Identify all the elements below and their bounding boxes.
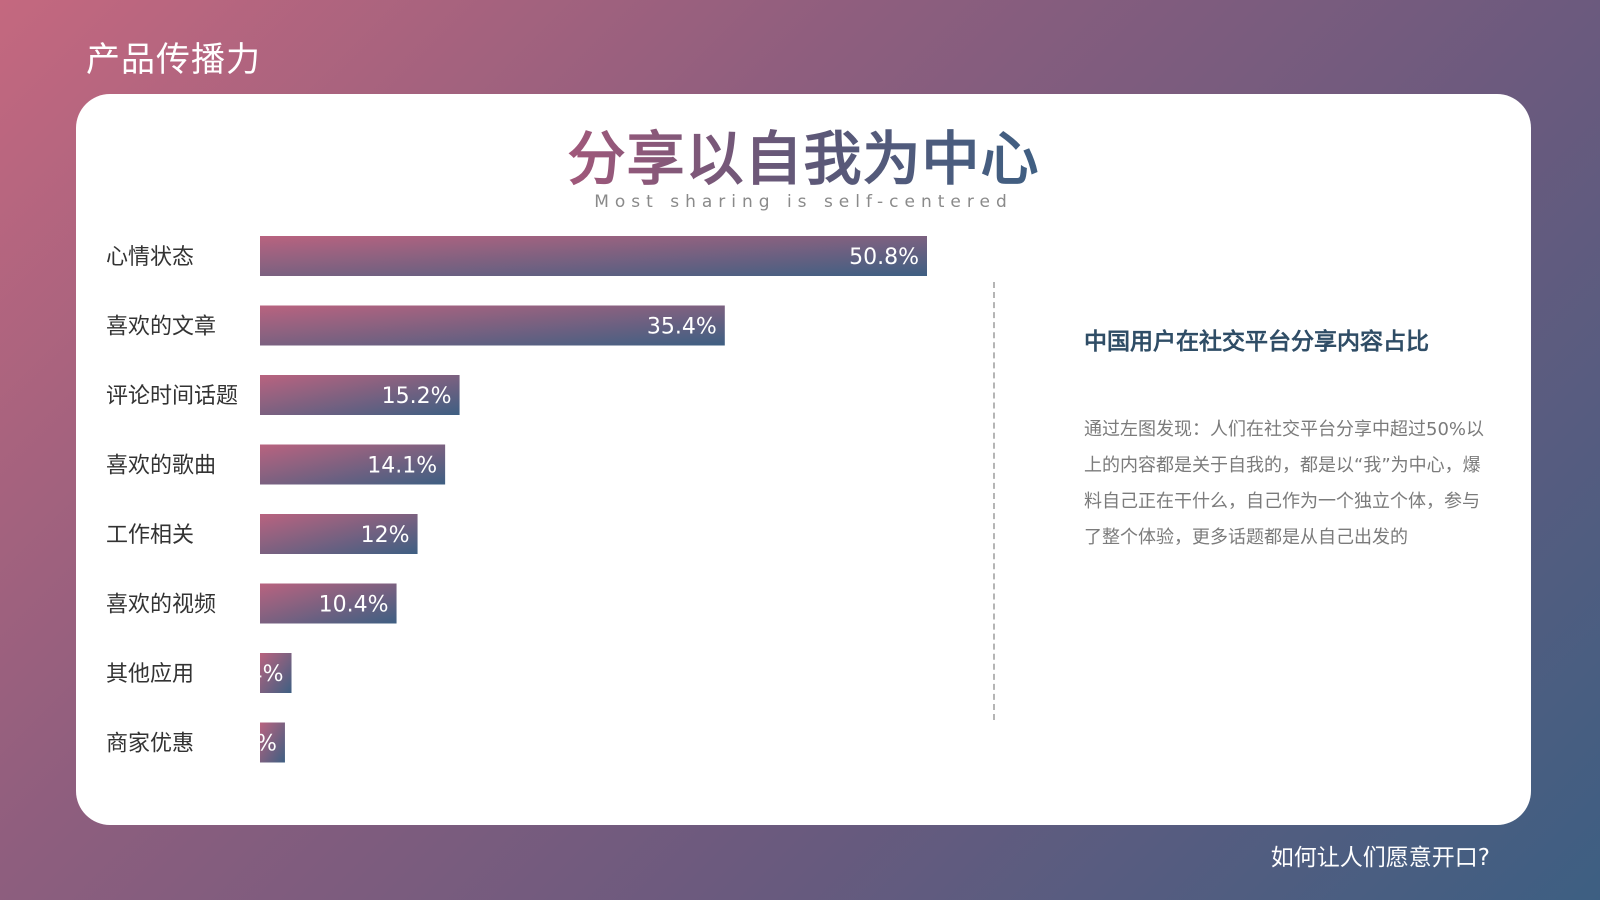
category-label: 心情状态 bbox=[106, 245, 194, 270]
bar-value-label: 2.4% bbox=[228, 662, 284, 687]
bar bbox=[260, 375, 460, 415]
side-description: 通过左图发现：人们在社交平台分享中超过50%以上的内容都是关于自我的，都是以“我… bbox=[1084, 419, 1485, 548]
category-label: 其他应用 bbox=[106, 662, 194, 687]
bar bbox=[260, 444, 446, 485]
headline-text: 分享以自我为中心 bbox=[567, 125, 1040, 193]
bar-value-label: 10.4% bbox=[319, 593, 389, 618]
bar-value-label: 14.1% bbox=[367, 454, 437, 479]
footer-question: 如何让人们愿意开口? bbox=[1270, 845, 1490, 871]
bar-value-label: 50.8% bbox=[849, 245, 919, 270]
bar bbox=[260, 514, 418, 554]
bar bbox=[260, 236, 927, 276]
dashed-divider bbox=[993, 282, 995, 720]
bar-chart: 心情状态 50.8% 喜欢的文章 35.4% 评论时间话题 15.2% 喜欢的歌曲 14.1%… bbox=[106, 236, 927, 763]
category-label: 喜欢的歌曲 bbox=[106, 454, 216, 479]
subheadline: Most sharing is self-centered bbox=[594, 192, 1013, 212]
bar-value-label: 12% bbox=[361, 523, 410, 548]
bar bbox=[260, 583, 397, 624]
content-card: 分享以自我为中心 Most sharing is self-centered 心… bbox=[76, 94, 1531, 825]
bar-value-label: 35.4% bbox=[647, 315, 717, 340]
category-label: 喜欢的视频 bbox=[106, 593, 216, 618]
bar bbox=[260, 305, 725, 346]
bar bbox=[260, 653, 292, 693]
category-label: 喜欢的文章 bbox=[106, 315, 216, 340]
category-label: 工作相关 bbox=[106, 523, 194, 548]
bar-value-label: 15.2% bbox=[382, 384, 452, 409]
category-label: 评论时间话题 bbox=[106, 384, 238, 409]
category-label: 商家优惠 bbox=[106, 732, 194, 757]
bar-value-label: 1.9% bbox=[221, 732, 277, 757]
bar bbox=[260, 722, 285, 763]
headline: 分享以自我为中心 bbox=[76, 112, 1531, 196]
page-title: 产品传播力 bbox=[86, 40, 261, 80]
side-title: 中国用户在社交平台分享内容占比 bbox=[1084, 329, 1429, 355]
